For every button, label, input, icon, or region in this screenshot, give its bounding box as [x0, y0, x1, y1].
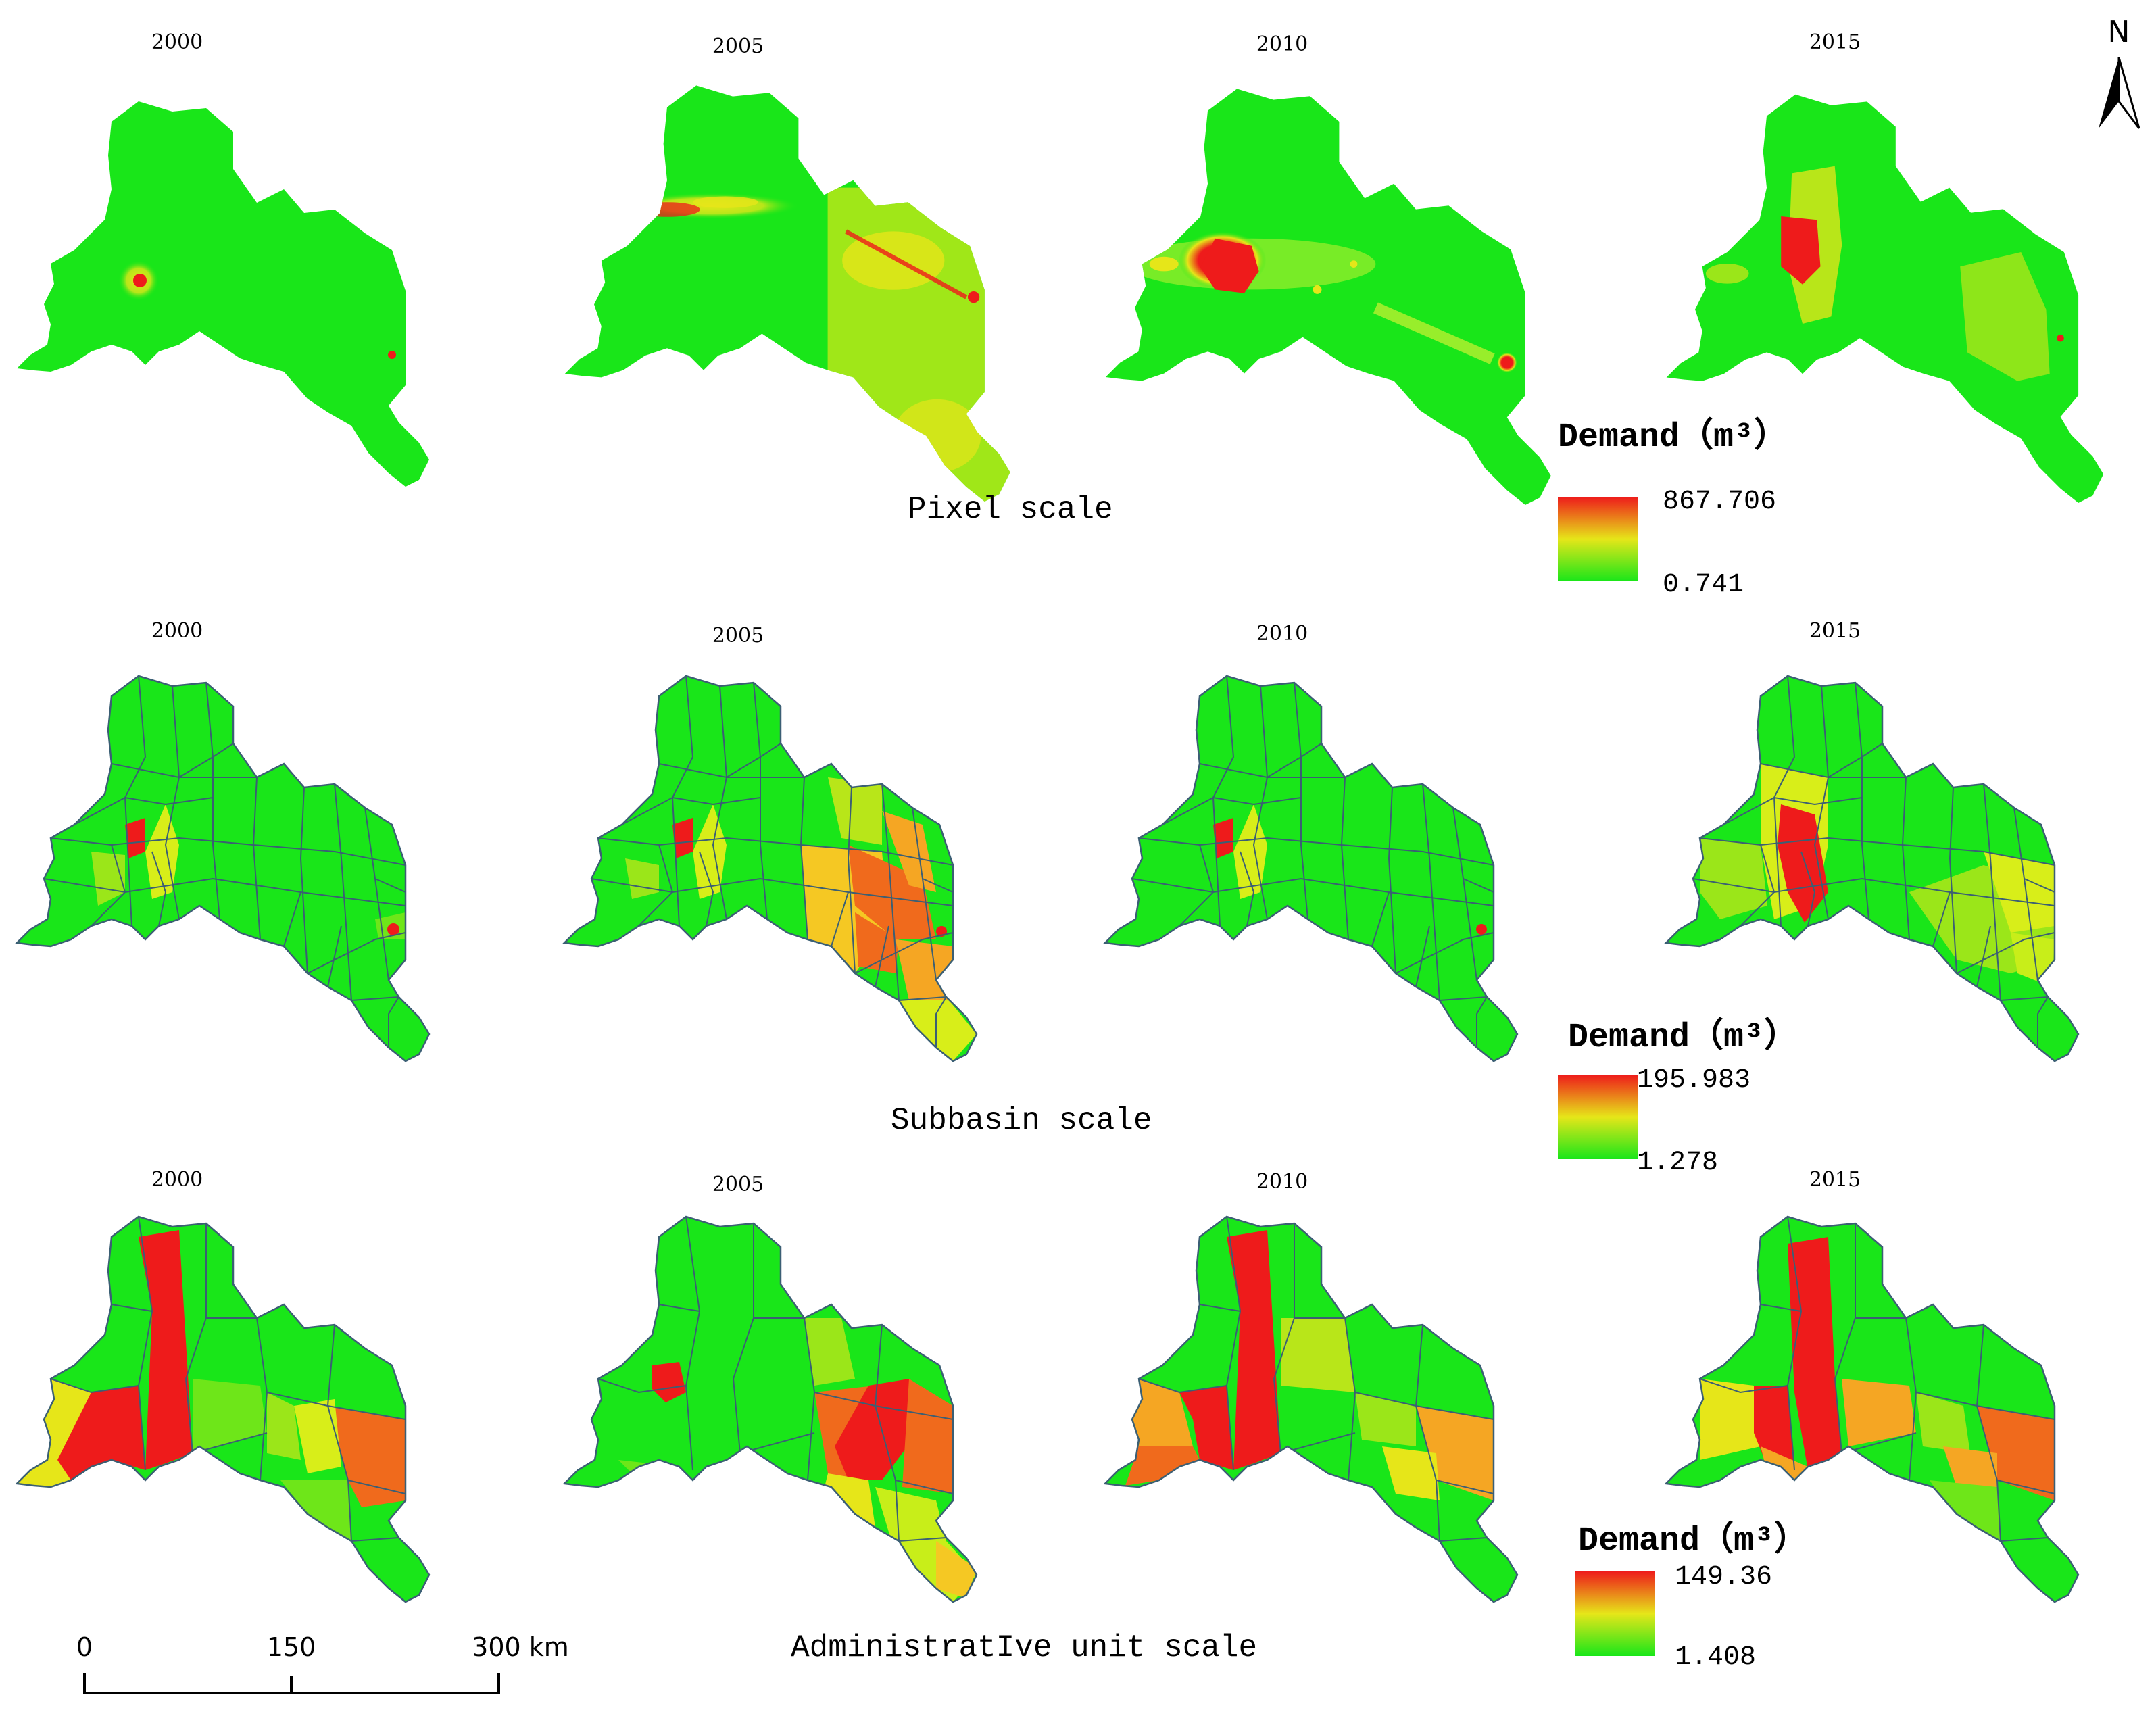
legend-min: 1.408: [1675, 1642, 1756, 1673]
legend-title: Demand（m³）: [1578, 1520, 1808, 1561]
map-subbasin-2000: [16, 675, 431, 1062]
year-label: 2015: [1809, 30, 1861, 54]
legend-subbasin: Demand（m³） 195.983 1.278: [1558, 1017, 1798, 1178]
row-label-subbasin: Subbasin scale: [891, 1103, 1152, 1138]
year-label: 2015: [1809, 619, 1861, 643]
map-pixel-2015: [1666, 94, 2104, 503]
legend-title: Demand（m³）: [1568, 1017, 1798, 1057]
year-label: 2000: [151, 30, 203, 54]
year-label: 2005: [712, 624, 764, 648]
scale-bar: 0 150 300 km: [76, 1632, 569, 1694]
year-label: 2000: [151, 619, 203, 643]
legend-pixel: Demand（m³） 867.706 0.741: [1558, 416, 1788, 600]
north-arrow: N: [2099, 15, 2140, 129]
map-admin-2000: [16, 1215, 431, 1603]
year-label: 2005: [712, 34, 764, 58]
map-subbasin-2005: [563, 675, 978, 1062]
legend-max: 149.36: [1675, 1562, 1772, 1592]
year-label: 2010: [1256, 622, 1308, 645]
scale-tick-label: 0: [76, 1632, 93, 1662]
map-pixel-2005: [564, 85, 1010, 502]
legend-gradient: [1558, 497, 1638, 581]
year-label: 2010: [1256, 1170, 1308, 1194]
year-label: 2015: [1809, 1168, 1861, 1192]
year-label: 2000: [151, 1168, 203, 1192]
year-label: 2010: [1256, 32, 1308, 56]
map-subbasin-2015: [1665, 675, 2080, 1062]
scale-tick-label: 150: [267, 1632, 316, 1662]
admin-row: [16, 1215, 2080, 1603]
legend-title: Demand（m³）: [1558, 416, 1788, 457]
map-admin-2015: [1665, 1215, 2080, 1603]
scale-tick-label: 300 km: [472, 1632, 569, 1662]
map-admin-2005: [563, 1215, 978, 1603]
legend-max: 867.706: [1663, 487, 1776, 517]
legend-max: 195.983: [1637, 1065, 1750, 1096]
row-label-pixel: Pixel scale: [908, 492, 1113, 527]
legend-gradient: [1558, 1075, 1638, 1159]
map-subbasin-2010: [1104, 675, 1519, 1062]
north-label: N: [2108, 15, 2130, 49]
subbasin-row: [16, 675, 2080, 1062]
row-label-admin: AdministratIve unit scale: [791, 1630, 1257, 1665]
legend-admin: Demand（m³） 149.36 1.408: [1575, 1520, 1808, 1673]
year-label: 2005: [712, 1173, 764, 1196]
map-pixel-2000: [17, 101, 429, 487]
legend-gradient: [1575, 1571, 1655, 1656]
pixel-row: [17, 85, 2104, 505]
north-arrow-icon: [2099, 57, 2119, 128]
legend-min: 0.741: [1663, 570, 1744, 600]
legend-min: 1.278: [1637, 1148, 1718, 1178]
map-admin-2010: [1104, 1215, 1519, 1603]
map-pixel-2010: [1105, 89, 1551, 505]
